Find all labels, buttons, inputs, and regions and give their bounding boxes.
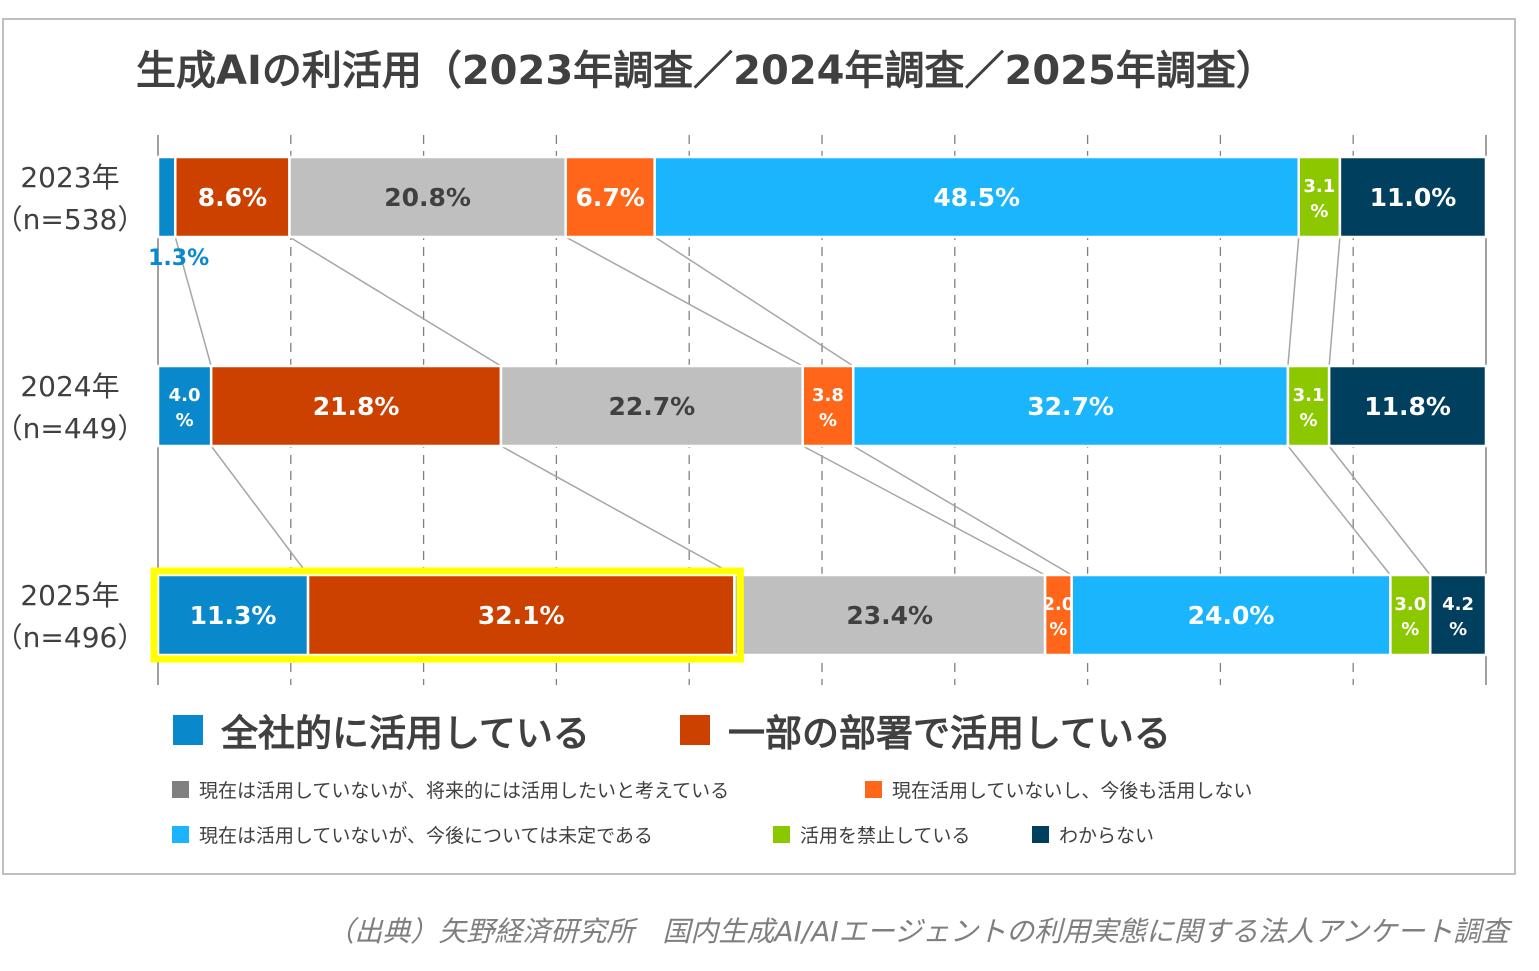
legend-label: 現在活用していないし、今後も活用しない: [892, 780, 1253, 802]
data-label: 3.1: [1293, 385, 1325, 406]
bar-segment: [1070, 573, 1392, 657]
legend-label: 現在は活用していないが、今後については未定である: [199, 825, 653, 847]
data-label-unit: %: [1449, 619, 1467, 640]
connector-line: [500, 445, 735, 576]
bar-segment: [1297, 155, 1342, 239]
bar-segment: [1043, 573, 1073, 657]
legend-swatch: [172, 781, 189, 798]
bar-segment: [499, 364, 804, 448]
bar-segment: [306, 573, 736, 657]
data-label: 3.1: [1303, 176, 1335, 197]
legend-swatch: [173, 715, 203, 745]
data-label: 23.4%: [846, 601, 933, 630]
data-label: 48.5%: [933, 183, 1020, 212]
legend-item-1: 一部の部署で活用している: [680, 703, 1171, 757]
data-label: 1.3%: [148, 246, 209, 271]
data-label-unit: %: [176, 410, 194, 431]
data-label: 4.2: [1442, 594, 1474, 615]
data-label: 3.0: [1394, 594, 1426, 615]
bar-segment: [156, 155, 177, 239]
legend-label: わからない: [1059, 825, 1155, 847]
connector-line: [565, 236, 804, 367]
bar-segment: [156, 364, 213, 448]
highlight-box: [150, 567, 744, 663]
legend-item-4: 現在は活用していないが、今後については未定である: [172, 821, 653, 848]
connector-line: [1328, 445, 1431, 576]
bar-segment: [1327, 364, 1488, 448]
data-label: 22.7%: [608, 392, 695, 421]
data-label: 8.6%: [198, 183, 267, 212]
bar-segment: [564, 155, 656, 239]
data-label: 11.3%: [190, 601, 277, 630]
connector-line: [654, 236, 854, 367]
bar-segment: [1286, 364, 1331, 448]
bar-segment: [851, 364, 1290, 448]
bar-segment: [801, 364, 855, 448]
legend-swatch: [773, 826, 790, 843]
data-label: 20.8%: [384, 183, 471, 212]
connector-line: [210, 445, 309, 576]
bar-segment: [653, 155, 1301, 239]
source-note: （出典）矢野経済研究所 国内生成AI/AIエージェントの利用実態に関する法人アン…: [326, 915, 1509, 948]
data-label-unit: %: [1401, 619, 1419, 640]
data-label-unit: %: [1049, 619, 1067, 640]
category-label-year: 2023年: [20, 161, 119, 194]
legend-item-5: 活用を禁止している: [773, 821, 970, 848]
data-label-unit: %: [819, 410, 837, 431]
connector-line: [174, 236, 212, 367]
data-label: 11.8%: [1364, 392, 1451, 421]
data-label: 32.1%: [478, 601, 565, 630]
connector-line: [289, 236, 502, 367]
bar-segment: [1389, 573, 1432, 657]
legend-item-6: わからない: [1032, 821, 1154, 848]
data-label: 2.0: [1042, 594, 1074, 615]
category-label-n: （n=449）: [0, 412, 145, 445]
data-label-unit: %: [1300, 410, 1318, 431]
bar-segment: [1428, 573, 1488, 657]
data-label: 11.0%: [1370, 183, 1457, 212]
connector-line: [852, 445, 1073, 576]
legend-swatch: [1032, 826, 1049, 843]
legend-label: 全社的に活用している: [221, 712, 590, 755]
legend-item-0: 全社的に活用している: [173, 703, 590, 757]
data-label: 4.0: [169, 385, 201, 406]
data-label-unit: %: [1310, 201, 1328, 222]
category-label-n: （n=496）: [0, 621, 145, 654]
legend-swatch: [865, 781, 882, 798]
legend-label: 現在は活用していないが、将来的には活用したいと考えている: [199, 780, 730, 802]
bar-segment: [174, 155, 291, 239]
bar-segment: [156, 573, 310, 657]
category-label-year: 2024年: [20, 370, 119, 403]
data-label: 3.8: [812, 385, 844, 406]
legend-swatch: [680, 715, 710, 745]
legend-label: 一部の部署で活用している: [728, 712, 1171, 755]
connector-line: [802, 445, 1046, 576]
bar-segment: [209, 364, 503, 448]
legend-label: 活用を禁止している: [800, 825, 971, 847]
connector-line: [1287, 236, 1300, 367]
chart-title: 生成AIの利活用（2023年調査／2024年調査／2025年調査）: [136, 48, 1276, 94]
connector-line: [1328, 236, 1341, 367]
data-label: 6.7%: [576, 183, 645, 212]
chart-frame: [2, 18, 1516, 875]
category-label-n: （n=538）: [0, 203, 145, 236]
legend-item-3: 現在活用していないし、今後も活用しない: [865, 776, 1252, 803]
connector-line: [1287, 445, 1391, 576]
data-label: 24.0%: [1188, 601, 1275, 630]
data-label: 32.7%: [1027, 392, 1114, 421]
data-label: 21.8%: [313, 392, 400, 421]
legend-item-2: 現在は活用していないが、将来的には活用したいと考えている: [172, 776, 729, 803]
bar-segment: [288, 155, 567, 239]
bar-segment: [1338, 155, 1488, 239]
legend-swatch: [172, 826, 189, 843]
category-label-year: 2025年: [20, 579, 119, 612]
